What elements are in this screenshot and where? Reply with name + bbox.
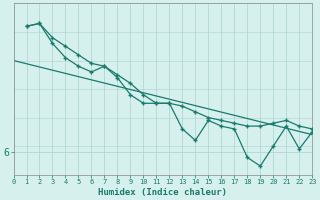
X-axis label: Humidex (Indice chaleur): Humidex (Indice chaleur) [98, 188, 228, 197]
